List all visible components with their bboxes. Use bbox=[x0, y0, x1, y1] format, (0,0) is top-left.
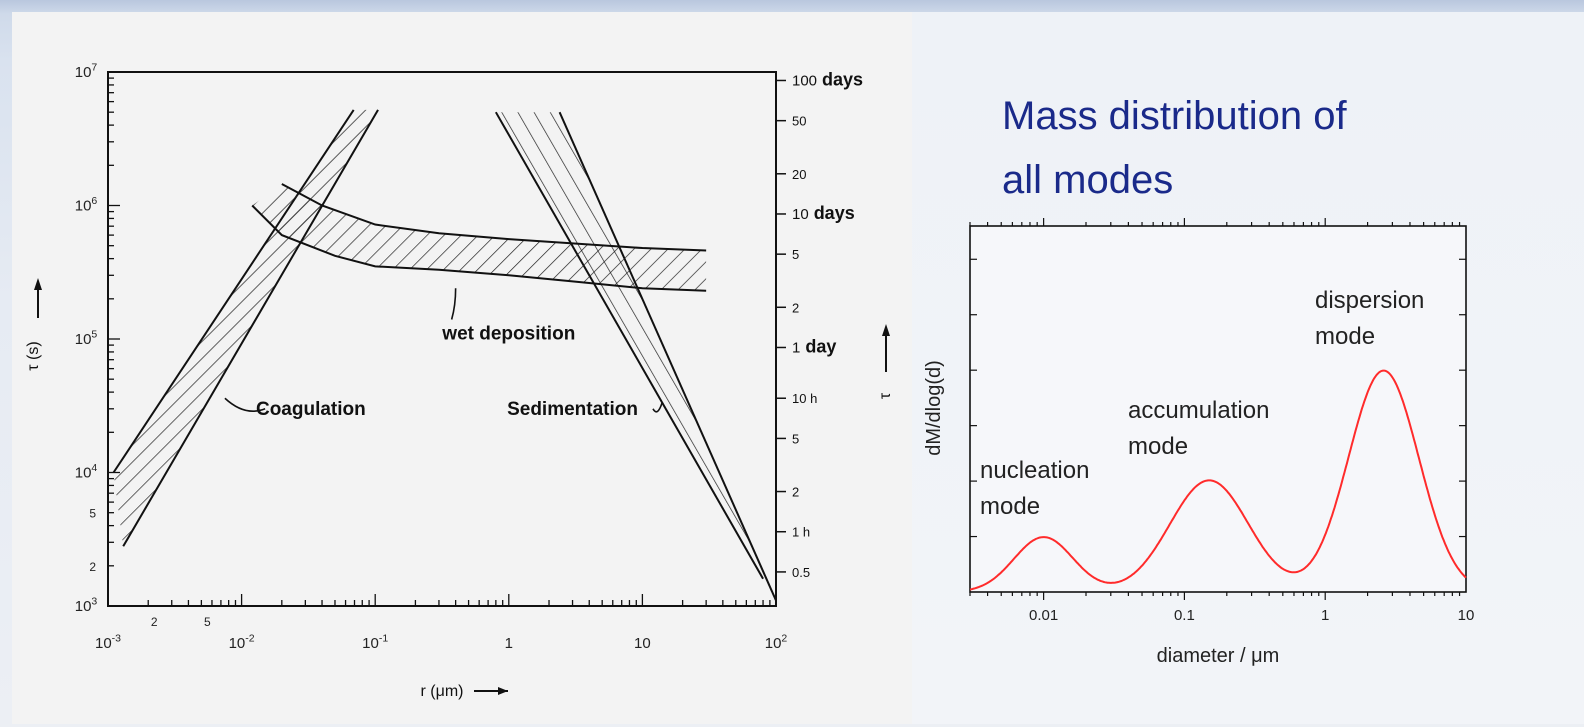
panel-title-line1: Mass distribution of bbox=[1002, 94, 1347, 138]
band-lower-coagulation bbox=[122, 109, 379, 547]
right-tick-label: 10 days bbox=[792, 203, 855, 223]
right-tick-label: 20 bbox=[792, 167, 806, 182]
mode-label-dispersion-mode: mode bbox=[1315, 323, 1375, 350]
x-tick-label: 10-1 bbox=[362, 632, 388, 652]
right-tick-label: 5 bbox=[792, 247, 799, 262]
x-tick-label: 10-3 bbox=[95, 632, 121, 652]
rx-tick-label: 1 bbox=[1321, 607, 1329, 624]
band-upper-coagulation bbox=[112, 109, 355, 474]
right-y-axis-label: dM/dlog(d) bbox=[923, 360, 945, 456]
right-x-axis-label: diameter / μm bbox=[1157, 645, 1280, 667]
band-lower-wet-deposition bbox=[251, 204, 707, 292]
band-upper-sedimentation bbox=[494, 111, 764, 580]
band-fill-coagulation bbox=[113, 109, 378, 547]
rx-tick-label: 10 bbox=[1458, 607, 1475, 624]
y-tick-label: 105 bbox=[75, 328, 98, 348]
left-plot-area bbox=[112, 109, 776, 601]
mode-label-dispersion-mode: dispersion bbox=[1315, 287, 1424, 314]
right-tick-label: 2 bbox=[792, 485, 799, 500]
right-tick-label: 1 h bbox=[792, 525, 810, 540]
x-tick-label: 1 bbox=[505, 635, 513, 652]
x-axis-arrow-head bbox=[498, 687, 508, 695]
annotation-coagulation: Coagulation bbox=[256, 399, 366, 420]
x-tick-label: 10-2 bbox=[229, 632, 255, 652]
x-tick-label: 10 bbox=[634, 635, 651, 652]
right-plot-frame bbox=[969, 225, 1467, 593]
x-tick-label: 102 bbox=[765, 632, 788, 652]
right-tick-label: 1 day bbox=[792, 336, 836, 356]
right-tick-label: 10 h bbox=[792, 391, 817, 406]
mode-label-accumulation-mode: mode bbox=[1128, 433, 1188, 460]
annotation-sedimentation: Sedimentation bbox=[507, 399, 638, 420]
rx-tick-label: 0.01 bbox=[1029, 607, 1058, 624]
right-tick-label: 50 bbox=[792, 114, 806, 129]
right-tick-label: 100 days bbox=[792, 69, 863, 89]
mode-label-nucleation-mode: mode bbox=[980, 493, 1040, 520]
leader-wet-deposition bbox=[450, 288, 457, 320]
y-axis-arrow-head bbox=[34, 278, 42, 290]
annotation-wet-deposition: wet deposition bbox=[441, 323, 575, 344]
mode-label-nucleation-mode: nucleation bbox=[980, 457, 1089, 484]
right-tick-label: 5 bbox=[792, 431, 799, 446]
band-upper-wet-deposition bbox=[281, 183, 707, 252]
left-y-axis-label: τ (s) bbox=[25, 341, 42, 370]
y-tick-label: 107 bbox=[75, 61, 98, 81]
mode-label-accumulation-mode: accumulation bbox=[1128, 397, 1269, 424]
right-axis-arrow-head bbox=[882, 324, 890, 336]
y-tick-label: 103 bbox=[75, 595, 98, 615]
x-tick-label: 5 bbox=[204, 615, 211, 629]
panel-title-line2: all modes bbox=[1002, 158, 1174, 202]
y-tick-label: 104 bbox=[75, 462, 98, 482]
band-lower-sedimentation bbox=[558, 111, 776, 601]
mass-distribution-curve bbox=[969, 369, 1467, 591]
right-axis-label: τ bbox=[877, 392, 894, 399]
y-tick-label: 2 bbox=[89, 560, 96, 574]
y-tick-label: 5 bbox=[89, 507, 96, 521]
leader-sedimentation bbox=[652, 403, 663, 413]
left-x-axis-label: r (μm) bbox=[421, 683, 464, 700]
leader-coagulation bbox=[224, 397, 266, 412]
y-tick-label: 106 bbox=[75, 195, 98, 215]
right-tick-label: 0.5 bbox=[792, 565, 810, 580]
right-tick-label: 2 bbox=[792, 300, 799, 315]
rx-tick-label: 0.1 bbox=[1174, 607, 1195, 624]
x-tick-label: 2 bbox=[151, 615, 158, 629]
